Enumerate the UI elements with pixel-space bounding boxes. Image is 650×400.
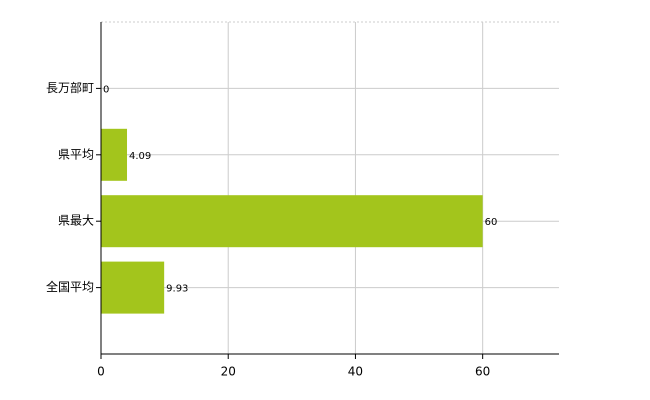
- bar: [101, 195, 483, 248]
- value-label: 0: [103, 84, 109, 95]
- bar: [101, 128, 128, 181]
- y-tick-label: 県最大: [58, 214, 94, 228]
- y-tick-label: 県平均: [58, 147, 94, 161]
- x-tick-label: 0: [97, 365, 105, 379]
- y-tick-label: 長万部町: [46, 80, 94, 95]
- x-tick-label: 60: [475, 365, 490, 379]
- y-tick-label: 全国平均: [46, 279, 94, 294]
- value-label: 4.09: [129, 151, 151, 162]
- bar: [101, 261, 165, 314]
- x-tick-label: 20: [221, 365, 236, 379]
- x-tick-label: 40: [348, 365, 363, 379]
- value-label: 60: [485, 217, 498, 228]
- value-label: 9.93: [166, 284, 188, 295]
